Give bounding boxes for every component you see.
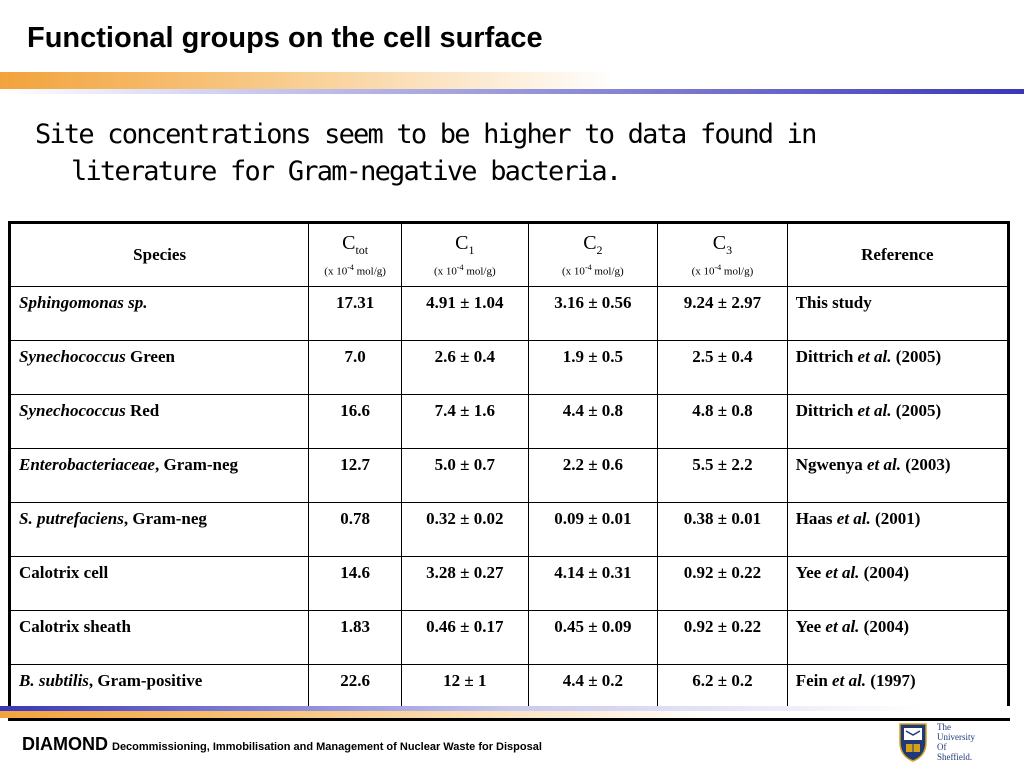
bullet-line-2: literature for Gram-negative bacteria. <box>71 156 622 187</box>
header-ctot: Ctot (x 10-4 mol/g) <box>308 222 403 287</box>
cell-c3: 4.8 ± 0.8 <box>657 394 788 449</box>
table-row: Sphingomonas sp. 17.31 4.91 ± 1.04 3.16 … <box>8 286 1010 341</box>
cell-c3: 0.38 ± 0.01 <box>657 502 788 557</box>
bullet-text: Site concentrations seem to be higher to… <box>35 116 1000 190</box>
cell-species: Synechococcus Red <box>8 394 310 449</box>
cell-c1: 0.46 ± 0.17 <box>401 610 529 665</box>
footer: DIAMOND Decommissioning, Immobilisation a… <box>22 734 542 755</box>
university-crest-icon <box>899 723 927 762</box>
cell-ctot: 7.0 <box>308 340 403 395</box>
cell-species: Calotrix cell <box>8 556 310 611</box>
cell-c3: 2.5 ± 0.4 <box>657 340 788 395</box>
university-logo: The University Of Sheffield. <box>898 722 1008 766</box>
cell-reference: Yee et al. (2004) <box>786 610 1010 665</box>
footer-description: Decommissioning, Immobilisation and Mana… <box>112 741 542 753</box>
cell-reference: Yee et al. (2004) <box>786 556 1010 611</box>
site-concentration-table: Species Ctot (x 10-4 mol/g) C1 (x 10-4 m… <box>8 221 1010 721</box>
cell-c2: 1.9 ± 0.5 <box>527 340 659 395</box>
slide-title: Functional groups on the cell surface <box>27 22 543 54</box>
cell-c3: 0.92 ± 0.22 <box>657 610 788 665</box>
cell-ctot: 12.7 <box>308 448 403 503</box>
cell-c1: 7.4 ± 1.6 <box>401 394 529 449</box>
bullet-line-1: Site concentrations seem to be higher to… <box>35 119 817 150</box>
table-row: Calotrix sheath 1.83 0.46 ± 0.17 0.45 ± … <box>8 610 1010 665</box>
cell-c1: 5.0 ± 0.7 <box>401 448 529 503</box>
cell-c2: 3.16 ± 0.56 <box>527 286 659 341</box>
cell-c2: 0.09 ± 0.01 <box>527 502 659 557</box>
header-c2: C2 (x 10-4 mol/g) <box>527 222 659 287</box>
footer-divider <box>0 706 1024 718</box>
cell-c2: 2.2 ± 0.6 <box>527 448 659 503</box>
cell-ctot: 14.6 <box>308 556 403 611</box>
cell-ctot: 1.83 <box>308 610 403 665</box>
title-divider <box>0 72 1024 94</box>
cell-species: S. putrefaciens, Gram-neg <box>8 502 310 557</box>
university-name: The University Of Sheffield. <box>937 722 975 762</box>
header-c1: C1 (x 10-4 mol/g) <box>401 222 529 287</box>
cell-c3: 5.5 ± 2.2 <box>657 448 788 503</box>
cell-c1: 3.28 ± 0.27 <box>401 556 529 611</box>
table-row: Synechococcus Red 16.6 7.4 ± 1.6 4.4 ± 0… <box>8 394 1010 449</box>
table-row: Enterobacteriaceae, Gram-neg 12.7 5.0 ± … <box>8 448 1010 503</box>
cell-c3: 0.92 ± 0.22 <box>657 556 788 611</box>
cell-c2: 0.45 ± 0.09 <box>527 610 659 665</box>
cell-ctot: 16.6 <box>308 394 403 449</box>
cell-c2: 4.14 ± 0.31 <box>527 556 659 611</box>
cell-reference: Haas et al. (2001) <box>786 502 1010 557</box>
cell-species: Sphingomonas sp. <box>8 286 310 341</box>
cell-c1: 4.91 ± 1.04 <box>401 286 529 341</box>
table-row: S. putrefaciens, Gram-neg 0.78 0.32 ± 0.… <box>8 502 1010 557</box>
cell-ctot: 17.31 <box>308 286 403 341</box>
footer-brand: DIAMOND <box>22 734 108 754</box>
cell-reference: This study <box>786 286 1010 341</box>
footer-divider-blue <box>0 706 1024 711</box>
table-row: Synechococcus Green 7.0 2.6 ± 0.4 1.9 ± … <box>8 340 1010 395</box>
cell-reference: Dittrich et al. (2005) <box>786 340 1010 395</box>
cell-species: Calotrix sheath <box>8 610 310 665</box>
cell-c1: 0.32 ± 0.02 <box>401 502 529 557</box>
cell-reference: Ngwenya et al. (2003) <box>786 448 1010 503</box>
cell-ctot: 0.78 <box>308 502 403 557</box>
table-header-row: Species Ctot (x 10-4 mol/g) C1 (x 10-4 m… <box>8 222 1010 287</box>
title-divider-orange <box>0 72 1024 89</box>
footer-divider-orange <box>0 711 1024 718</box>
cell-species: Synechococcus Green <box>8 340 310 395</box>
title-divider-blue <box>0 89 1024 94</box>
header-species: Species <box>8 222 310 287</box>
table-row: Calotrix cell 14.6 3.28 ± 0.27 4.14 ± 0.… <box>8 556 1010 611</box>
header-c3: C3 (x 10-4 mol/g) <box>657 222 788 287</box>
cell-species: Enterobacteriaceae, Gram-neg <box>8 448 310 503</box>
cell-reference: Dittrich et al. (2005) <box>786 394 1010 449</box>
cell-c1: 2.6 ± 0.4 <box>401 340 529 395</box>
cell-c3: 9.24 ± 2.97 <box>657 286 788 341</box>
header-reference: Reference <box>786 222 1010 287</box>
cell-c2: 4.4 ± 0.8 <box>527 394 659 449</box>
